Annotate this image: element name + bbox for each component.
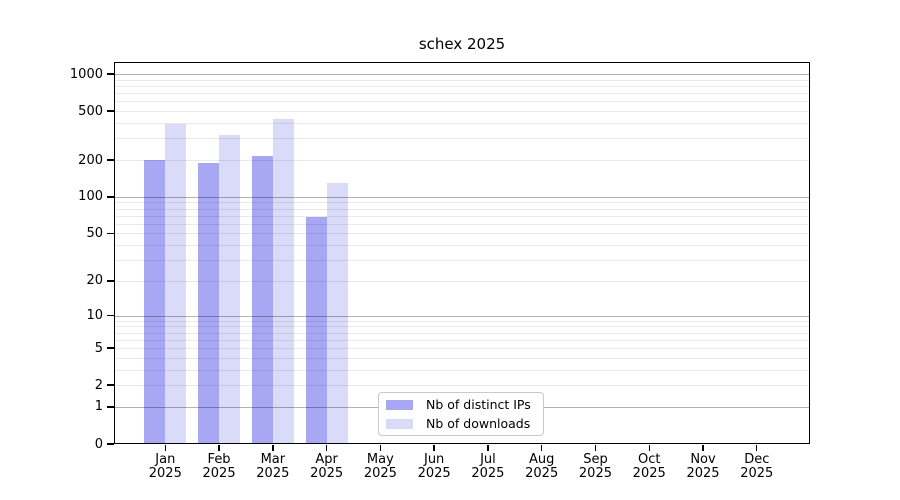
x-tick-label-feb: Feb 2025 [202, 452, 236, 481]
gridline-minor [114, 223, 810, 225]
y-tick [107, 73, 114, 75]
x-tick [325, 444, 328, 451]
gridline-minor [114, 339, 810, 341]
gridline-minor [114, 111, 810, 113]
legend: Nb of distinct IPs Nb of downloads [378, 392, 544, 436]
x-tick [164, 444, 166, 451]
x-tick-label-sep: Sep 2025 [578, 452, 612, 481]
y-tick [107, 196, 114, 198]
y-tick-label: 5 [94, 340, 103, 356]
gridline-minor [114, 202, 810, 204]
y-tick [107, 406, 114, 408]
x-tick-label-may: May 2025 [363, 452, 397, 481]
gridline-minor [114, 280, 810, 282]
bar-downloads-feb [219, 134, 241, 444]
plot-frame [114, 62, 810, 444]
y-tick [107, 314, 114, 317]
x-tick-label-dec: Dec 2025 [740, 452, 774, 481]
x-tick [540, 444, 543, 451]
x-tick [433, 444, 435, 451]
y-tick-label: 1000 [69, 66, 103, 82]
gridline-minor [114, 326, 810, 328]
y-tick-label: 20 [86, 273, 103, 289]
y-tick-label: 10 [86, 308, 103, 324]
gridline-minor [114, 123, 810, 125]
gridline-minor [114, 215, 810, 217]
gridline-minor [114, 79, 810, 81]
y-tick-label: 200 [78, 152, 103, 168]
y-tick [107, 110, 114, 112]
legend-label-distinct-ips: Nb of distinct IPs [426, 396, 531, 412]
legend-item-downloads: Nb of downloads [386, 414, 543, 433]
bar-downloads-apr [326, 182, 348, 444]
x-tick [648, 444, 650, 451]
gridline-major [114, 315, 810, 317]
x-tick-label-apr: Apr 2025 [310, 452, 344, 481]
x-tick-label-mar: Mar 2025 [256, 452, 290, 481]
gridline-minor [114, 233, 810, 235]
x-tick [218, 444, 220, 451]
x-tick [594, 444, 597, 451]
x-tick [379, 444, 382, 451]
x-tick [487, 444, 489, 451]
chart-title: schex 2025 [418, 35, 506, 53]
x-tick [756, 444, 758, 451]
x-tick-label-jun: Jun 2025 [417, 452, 451, 481]
gridline-minor [114, 385, 810, 387]
y-tick [107, 159, 114, 161]
x-tick-label-jan: Jan 2025 [148, 452, 182, 481]
gridline-minor [114, 357, 810, 359]
x-tick [702, 444, 704, 451]
gridline-minor [114, 245, 810, 247]
legend-swatch-downloads [386, 418, 413, 429]
y-tick-label: 50 [86, 225, 103, 241]
bar-ips-apr [305, 217, 327, 444]
bar-downloads-jan [165, 124, 187, 444]
bar-ips-feb [198, 162, 220, 444]
gridline-minor [114, 93, 810, 95]
y-tick [107, 232, 114, 235]
y-tick [107, 280, 114, 282]
gridline-minor [114, 85, 810, 87]
gridline-major [114, 196, 810, 198]
y-tick [107, 384, 114, 386]
y-tick [107, 347, 114, 349]
bar-ips-mar [251, 156, 273, 444]
gridline-minor [114, 138, 810, 140]
gridline-minor [114, 320, 810, 322]
y-tick-label: 0 [94, 436, 103, 452]
x-tick [272, 444, 274, 451]
x-tick-label-aug: Aug 2025 [525, 452, 559, 481]
gridline-minor [114, 208, 810, 210]
gridline-minor [114, 101, 810, 103]
x-tick-label-nov: Nov 2025 [686, 452, 720, 481]
legend-label-downloads: Nb of downloads [426, 415, 531, 431]
y-tick-label: 500 [78, 103, 103, 119]
bar-ips-jan [144, 160, 166, 444]
y-tick [107, 443, 114, 445]
x-tick-label-jul: Jul 2025 [471, 452, 505, 481]
gridline-minor [114, 348, 810, 350]
y-tick-label: 100 [78, 189, 103, 205]
gridline-minor [114, 160, 810, 161]
legend-item-distinct-ips: Nb of distinct IPs [386, 395, 543, 414]
gridline-minor [114, 332, 810, 334]
gridline-minor [114, 260, 810, 262]
bar-downloads-mar [272, 119, 294, 444]
y-tick-label: 1 [94, 399, 103, 415]
legend-swatch-distinct-ips [386, 399, 413, 410]
y-tick-label: 2 [94, 377, 103, 393]
x-tick-label-oct: Oct 2025 [632, 452, 666, 481]
gridline-major [114, 74, 810, 76]
gridline-minor [114, 369, 810, 371]
